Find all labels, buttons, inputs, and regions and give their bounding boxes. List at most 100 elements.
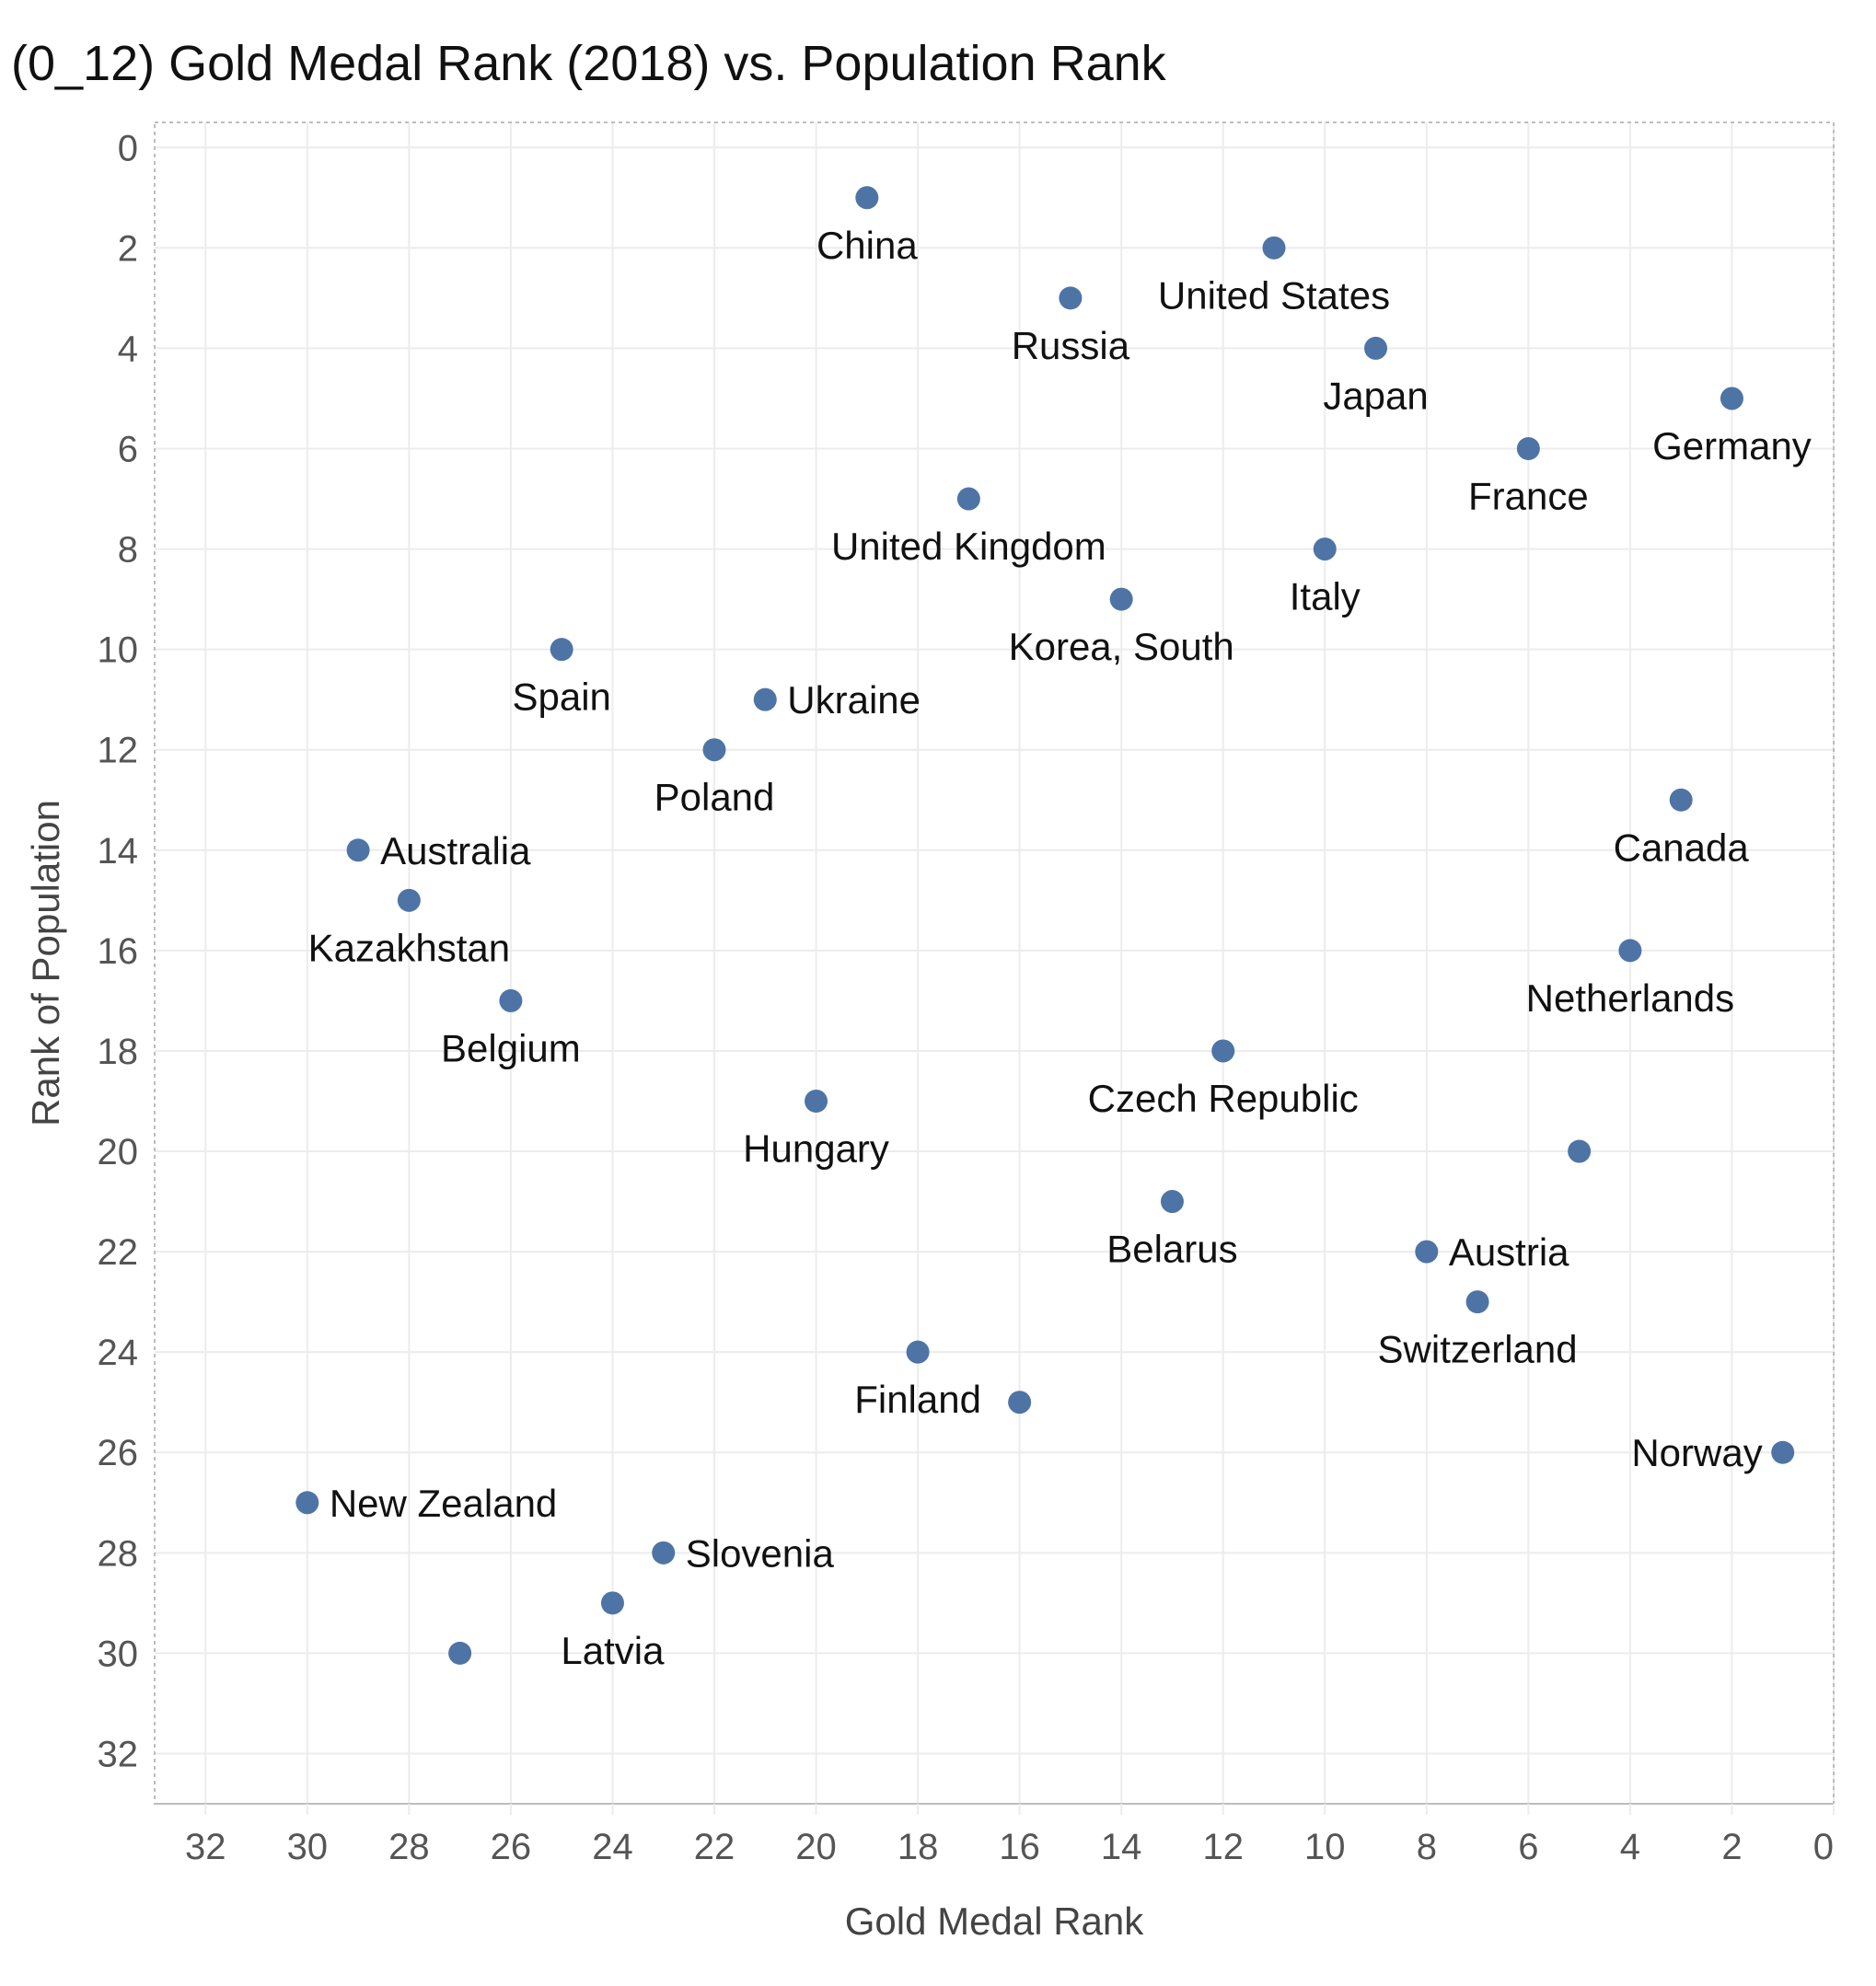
data-point: [499, 988, 523, 1012]
data-point: [906, 1340, 930, 1364]
data-point: [855, 186, 879, 210]
point-label: Italy: [1290, 575, 1361, 618]
y-tick-label: 26: [98, 1433, 139, 1473]
point-label: China: [816, 224, 918, 267]
x-tick-label: 28: [388, 1827, 430, 1867]
point-label: Canada: [1614, 826, 1750, 869]
point-label: France: [1468, 474, 1589, 517]
x-tick-label: 0: [1813, 1827, 1834, 1867]
y-tick-label: 4: [118, 329, 138, 369]
point-label: Hungary: [743, 1126, 889, 1170]
data-point: [600, 1591, 624, 1615]
data-point: [1313, 537, 1337, 561]
x-tick-label: 14: [1101, 1827, 1142, 1867]
point-label: Belarus: [1106, 1228, 1237, 1271]
y-tick-label: 30: [98, 1634, 139, 1674]
y-tick-label: 14: [98, 831, 139, 872]
y-tick-label: 2: [118, 228, 138, 269]
point-label: Spain: [512, 675, 610, 719]
x-axis: 32 30 28 26 24 22 20 18 16 14 12 10 8 6 4 2 0: [185, 1804, 1835, 1867]
data-point: [550, 638, 573, 662]
data-point: [1109, 587, 1133, 611]
x-axis-title: Gold Medal Rank: [845, 1899, 1144, 1943]
data-point: [1415, 1240, 1439, 1264]
data-point: [1669, 788, 1693, 812]
chart-title: (0_12) Gold Medal Rank (2018) vs. Popula…: [11, 36, 1166, 91]
data-point: [956, 487, 980, 511]
point-label: Belgium: [441, 1026, 581, 1069]
y-axis-title: Rank of Population: [24, 800, 67, 1126]
point-label: Switzerland: [1378, 1328, 1578, 1371]
point-label: United Kingdom: [831, 525, 1106, 568]
data-point: [1771, 1440, 1795, 1464]
data-point: [1720, 387, 1743, 410]
y-tick-label: 12: [98, 731, 139, 771]
data-point: [448, 1641, 472, 1665]
y-tick-label: 0: [118, 128, 138, 168]
data-point: [346, 838, 370, 862]
x-tick-label: 6: [1518, 1827, 1538, 1867]
point-label: United States: [1158, 273, 1390, 317]
x-tick-label: 22: [694, 1827, 735, 1867]
y-tick-label: 8: [118, 530, 138, 571]
data-point: [1465, 1290, 1489, 1314]
point-label: Netherlands: [1526, 976, 1734, 1020]
data-point: [397, 888, 421, 912]
point-label: Ukraine: [787, 678, 921, 722]
y-tick-label: 10: [98, 630, 139, 671]
x-tick-label: 26: [491, 1827, 532, 1867]
point-label: Finland: [854, 1378, 981, 1421]
x-tick-label: 10: [1304, 1827, 1346, 1867]
point-label: Norway: [1631, 1431, 1762, 1474]
x-tick-label: 16: [999, 1827, 1040, 1867]
point-label: Russia: [1012, 324, 1130, 367]
y-tick-label: 28: [98, 1533, 139, 1574]
data-point: [1059, 286, 1083, 310]
point-label: Latvia: [561, 1629, 665, 1672]
data-point: [1618, 939, 1642, 963]
data-point: [1008, 1391, 1032, 1414]
x-tick-label: 4: [1620, 1827, 1640, 1867]
point-label: Germany: [1652, 424, 1812, 468]
data-point: [805, 1089, 828, 1113]
point-label: Japan: [1323, 374, 1428, 417]
points: [295, 186, 1795, 1665]
x-tick-label: 20: [795, 1827, 837, 1867]
data-point: [702, 738, 726, 762]
y-tick-label: 22: [98, 1232, 139, 1273]
x-tick-label: 24: [592, 1827, 633, 1867]
y-tick-label: 32: [98, 1734, 139, 1774]
point-label: Poland: [654, 776, 775, 819]
data-point: [1160, 1190, 1184, 1214]
data-point: [652, 1541, 676, 1565]
x-tick-label: 8: [1417, 1827, 1437, 1867]
data-point: [1262, 236, 1286, 260]
y-tick-label: 16: [98, 931, 139, 972]
point-label: Czech Republic: [1088, 1077, 1359, 1120]
x-tick-label: 2: [1721, 1827, 1742, 1867]
data-point: [295, 1491, 319, 1515]
data-point: [1211, 1039, 1235, 1063]
y-tick-label: 6: [118, 429, 138, 469]
y-tick-label: 24: [98, 1333, 139, 1373]
x-tick-label: 18: [897, 1827, 939, 1867]
point-label: New Zealand: [330, 1482, 557, 1525]
x-tick-label: 30: [287, 1827, 329, 1867]
point-label: Slovenia: [686, 1531, 835, 1575]
point-label: Austria: [1449, 1230, 1569, 1274]
point-labels: China United States Russia Japan Germany Fran…: [308, 224, 1812, 1672]
x-tick-label: 32: [185, 1827, 226, 1867]
data-point: [1364, 336, 1388, 360]
grid: [155, 122, 1835, 1804]
x-tick-label: 12: [1202, 1827, 1244, 1867]
point-label: Australia: [380, 829, 531, 872]
y-tick-label: 20: [98, 1132, 139, 1172]
point-label: Korea, South: [1009, 625, 1234, 668]
data-point: [753, 687, 777, 711]
point-label: Kazakhstan: [308, 926, 510, 969]
y-tick-label: 18: [98, 1032, 139, 1072]
data-point: [1568, 1139, 1592, 1163]
data-point: [1516, 436, 1540, 460]
